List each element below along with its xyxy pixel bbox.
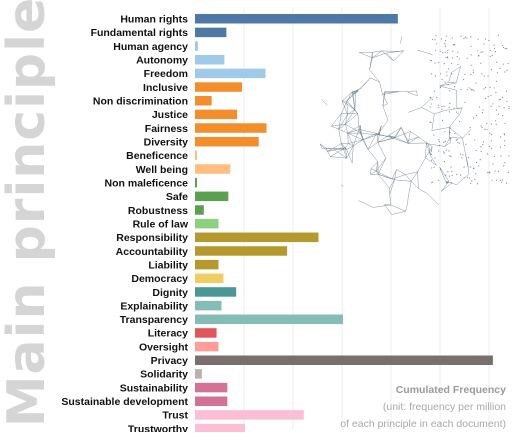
wireframe-face-illustration — [320, 35, 510, 215]
bar — [195, 396, 227, 406]
category-label: Inclusive — [143, 82, 188, 94]
category-label: Responsibility — [116, 232, 188, 244]
category-label: Trust — [162, 410, 188, 422]
note-title: Cumulated Frequency — [340, 382, 506, 399]
category-label: Literacy — [148, 328, 188, 340]
note-line-1: (unit: frequency per million — [340, 399, 506, 416]
bar — [195, 424, 245, 432]
category-label: Rule of law — [133, 218, 189, 230]
category-label: Dignity — [152, 287, 188, 299]
bars — [195, 14, 493, 432]
grid-lines — [244, 8, 489, 430]
bar — [195, 410, 304, 420]
category-label: Freedom — [144, 68, 188, 80]
bar — [195, 110, 237, 120]
category-label: Well being — [136, 164, 188, 176]
category-label: Non maleficence — [105, 177, 189, 189]
bar — [195, 28, 226, 38]
bar — [195, 287, 236, 297]
bar — [195, 14, 398, 24]
category-label: Diversity — [144, 136, 189, 148]
bar — [195, 164, 230, 174]
bar — [195, 328, 217, 338]
category-label: Accountability — [116, 246, 189, 258]
bar — [195, 342, 219, 352]
bar — [195, 356, 493, 366]
category-label: Justice — [152, 109, 188, 121]
bar — [195, 82, 242, 92]
category-label: Sustainability — [120, 382, 188, 394]
category-label: Non discrimination — [93, 96, 188, 108]
bar — [195, 41, 198, 51]
bar — [195, 369, 202, 379]
bar — [195, 301, 221, 311]
bar — [195, 233, 318, 243]
category-label: Democracy — [131, 273, 188, 285]
bar — [195, 123, 267, 133]
bar — [195, 96, 212, 106]
category-label: Solidarity — [140, 369, 188, 381]
category-label: Fundamental rights — [91, 27, 189, 39]
category-label: Sustainable development — [61, 396, 188, 408]
bar — [195, 383, 227, 393]
bar — [195, 69, 266, 79]
bar — [195, 178, 197, 188]
frequency-note: Cumulated Frequency (unit: frequency per… — [340, 382, 506, 433]
category-label: Human rights — [120, 14, 188, 26]
bar — [195, 151, 197, 161]
category-label: Trustworthy — [128, 423, 188, 432]
category-label: Liability — [148, 259, 188, 271]
category-label: Oversight — [139, 341, 189, 353]
note-line-2: of each principle in each document) — [340, 416, 506, 433]
category-label: Explainability — [120, 300, 188, 312]
category-label: Transparency — [120, 314, 188, 326]
bar — [195, 315, 343, 325]
bar — [195, 55, 224, 64]
category-label: Safe — [166, 191, 188, 203]
bar — [195, 205, 204, 215]
bar — [195, 260, 219, 270]
bar — [195, 137, 259, 147]
category-label: Autonomy — [136, 55, 188, 67]
category-label: Robustness — [128, 205, 188, 217]
category-label: Human agency — [113, 41, 188, 53]
bar — [195, 274, 223, 284]
category-label: Privacy — [151, 355, 189, 367]
bar — [195, 192, 228, 202]
category-label: Beneficence — [126, 150, 188, 162]
category-label: Fairness — [145, 123, 188, 135]
bar — [195, 219, 219, 229]
bar — [195, 246, 287, 256]
